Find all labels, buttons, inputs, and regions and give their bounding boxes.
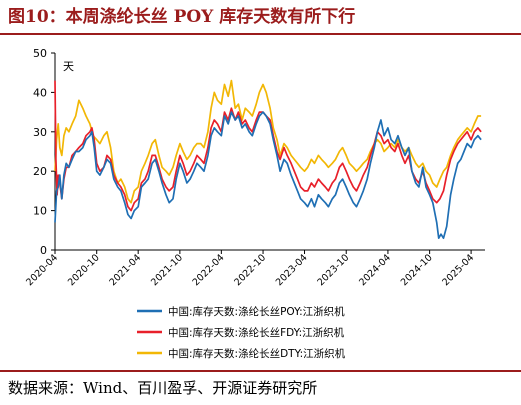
- x-tick-label: 2023-04: [274, 252, 310, 288]
- x-tick-label: 2021-04: [107, 252, 143, 288]
- y-tick-label: 20: [33, 165, 47, 178]
- y-tick-label: 10: [33, 205, 47, 218]
- x-tick-label: 2024-10: [399, 252, 435, 288]
- y-tick-label: 0: [40, 244, 47, 257]
- x-tick-label: 2022-04: [191, 252, 227, 288]
- y-tick-label: 50: [33, 47, 47, 60]
- x-tick-label: 2020-04: [24, 252, 60, 288]
- page-title: 图10：本周涤纶长丝 POY 库存天数有所下行: [8, 7, 356, 27]
- x-tick-label: 2024-04: [357, 252, 393, 288]
- y-unit-label: 天: [63, 60, 74, 73]
- x-tick-label: 2020-10: [66, 252, 102, 288]
- axes: 0 10 20 30 40 50 天 2020-04 2020-10 2021-04 2021-10…: [24, 47, 485, 288]
- x-tick-label: 2021-10: [149, 252, 185, 288]
- y-tick-label: 30: [33, 126, 47, 139]
- legend: 中国:库存天数:涤纶长丝POY:江浙织机中国:库存天数:涤纶长丝FDY:江浙织机…: [137, 305, 346, 360]
- title-divider: [0, 33, 521, 35]
- x-tick-label: 2025-04: [440, 252, 476, 288]
- legend-label-1: 中国:库存天数:涤纶长丝FDY:江浙织机: [168, 326, 345, 339]
- y-tick-label: 40: [33, 86, 47, 99]
- inventory-days-line-chart: 0 10 20 30 40 50 天 2020-04 2020-10 2021-04 2021-10…: [24, 47, 485, 360]
- legend-label-0: 中国:库存天数:涤纶长丝POY:江浙织机: [168, 305, 345, 318]
- series-lines: [54, 79, 482, 240]
- x-tick-label: 2023-10: [315, 252, 351, 288]
- x-tick-label: 2022-10: [232, 252, 268, 288]
- source-divider: [0, 370, 521, 372]
- legend-label-2: 中国:库存天数:涤纶长丝DTY:江浙织机: [168, 347, 346, 360]
- data-source-note: 数据来源：Wind、百川盈孚、开源证券研究所: [8, 379, 318, 397]
- series-line-0: [54, 111, 482, 240]
